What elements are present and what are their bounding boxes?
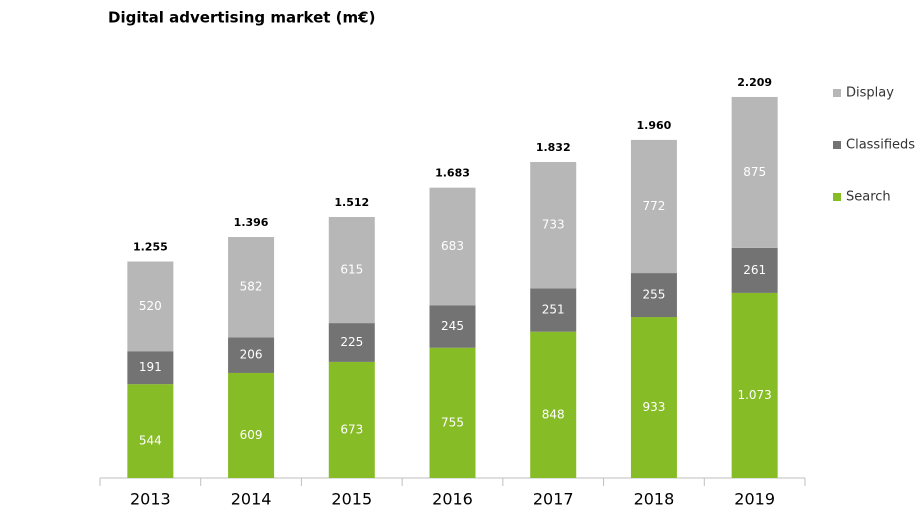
legend-label: Display <box>846 86 894 101</box>
value-label: 261 <box>743 263 766 277</box>
bar-segment <box>630 317 677 478</box>
legend-swatch <box>833 141 841 149</box>
total-label: 1.832 <box>536 141 571 154</box>
total-label: 2.209 <box>737 76 772 89</box>
bar-segment <box>429 187 476 306</box>
x-tick-label: 2017 <box>533 490 574 509</box>
legend-label: Search <box>846 190 891 205</box>
x-tick-label: 2015 <box>331 490 372 509</box>
bar-segment <box>127 261 174 352</box>
value-label: 733 <box>542 218 565 232</box>
value-label: 848 <box>542 407 565 421</box>
value-label: 544 <box>139 434 162 448</box>
total-label: 1.255 <box>133 241 168 254</box>
legend-swatch <box>833 89 841 97</box>
bar-segment <box>630 139 677 274</box>
total-label: 1.396 <box>234 216 269 229</box>
bar-segment <box>530 161 577 289</box>
value-label: 673 <box>340 422 363 436</box>
total-label: 1.683 <box>435 167 470 180</box>
chart-title: Digital advertising market (m€) <box>108 9 375 27</box>
bar-segment <box>731 292 778 478</box>
value-label: 255 <box>642 288 665 302</box>
bar-segment <box>328 217 375 324</box>
value-label: 755 <box>441 415 464 429</box>
x-tick-label: 2019 <box>734 490 775 509</box>
x-tick-label: 2018 <box>634 490 675 509</box>
legend-swatch <box>833 193 841 201</box>
bar-segment <box>429 347 476 478</box>
bar-segment <box>328 361 375 478</box>
bar-segment <box>127 384 174 478</box>
value-label: 609 <box>240 428 263 442</box>
bar-segment <box>228 337 275 373</box>
legend-label: Classifieds <box>846 138 915 153</box>
total-label: 1.512 <box>334 196 369 209</box>
value-label: 582 <box>240 280 263 294</box>
value-label: 683 <box>441 239 464 253</box>
bar-segment <box>731 247 778 293</box>
x-tick-label: 2013 <box>130 490 171 509</box>
value-label: 772 <box>642 199 665 213</box>
value-label: 225 <box>340 335 363 349</box>
value-label: 206 <box>240 348 263 362</box>
bar-segment <box>228 372 275 478</box>
total-label: 1.960 <box>637 119 672 132</box>
x-tick-label: 2016 <box>432 490 473 509</box>
value-label: 615 <box>340 263 363 277</box>
bar-segment <box>127 351 174 385</box>
value-label: 251 <box>542 303 565 317</box>
bar-segment <box>429 305 476 348</box>
x-tick-label: 2014 <box>231 490 272 509</box>
value-label: 245 <box>441 319 464 333</box>
bar-segment <box>228 237 275 338</box>
bar-segment <box>530 288 577 332</box>
value-label: 191 <box>139 360 162 374</box>
bar-segment <box>630 273 677 318</box>
value-label: 1.073 <box>737 388 771 402</box>
value-label: 933 <box>642 400 665 414</box>
bar-segment <box>731 96 778 248</box>
value-label: 875 <box>743 165 766 179</box>
value-label: 520 <box>139 299 162 313</box>
bar-segment <box>530 331 577 478</box>
bar-segment <box>328 323 375 362</box>
